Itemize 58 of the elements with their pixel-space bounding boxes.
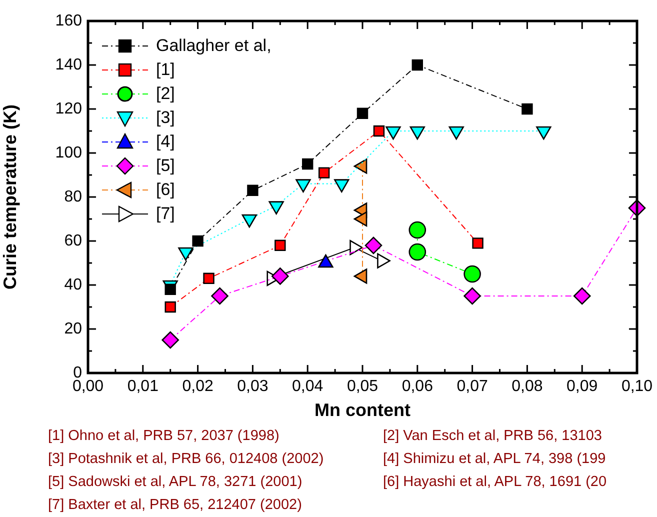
legend-label: [2] [156,84,175,104]
point [412,59,423,71]
legend-label: [6] [156,180,175,200]
x-tick-label: 0,05 [346,378,378,396]
point [272,268,289,285]
point [164,284,176,295]
y-tick-label: 100 [55,144,82,162]
point [211,287,228,305]
point [522,103,533,115]
text: [7] Baxter et al, PRB 65, 212407 (2002) [48,496,303,515]
point [302,158,314,170]
x-tick-label: 0,09 [566,378,598,396]
x-tick-label: 0,08 [512,378,543,396]
text: [1] Ohno et al, PRB 57, 2037 (1998) [48,427,280,446]
y-tick-label: 160 [55,12,82,30]
point [192,235,204,247]
x-tick-label: 0,10 [621,378,653,396]
point [203,272,214,284]
text: [6] Hayashi et al, APL 78, 1691 (20 [383,473,608,492]
point [573,287,591,305]
y-tick-label: 140 [55,56,82,74]
x-tick-label: 0,04 [292,378,324,396]
point [464,265,481,283]
legend-label: [3] [156,108,175,128]
point [472,238,484,249]
point [373,125,385,137]
y-tick-label: 120 [55,100,82,118]
point [164,301,176,313]
y-tick-label: 40 [64,276,82,294]
text: [5] Sadowski et al, APL 78, 3271 (2001) [48,473,304,492]
legend-label: [5] [156,156,175,176]
text: [4] Shimizu et al, APL 74, 398 (199 [383,450,607,469]
point [318,167,330,178]
x-tick-label: 0,07 [456,378,488,396]
x-tick-label: 0,00 [72,378,104,396]
text: [2] Van Esch et al, PRB 56, 13103 [383,427,603,446]
point [247,184,258,196]
y-tick-label: 20 [64,320,82,338]
point [162,331,179,349]
legend-label: Gallagher et al, [156,36,272,56]
point [408,243,426,261]
legend-label: [4] [156,132,175,152]
point [408,221,426,239]
y-tick-label: 60 [64,232,82,250]
x-tick-label: 0,02 [182,378,214,396]
x-tick-label: 0,01 [127,378,159,396]
point [364,236,382,254]
point [274,240,286,251]
x-tick-label: 0,06 [402,378,434,396]
x-axis-title: Mn content [314,400,410,420]
point [464,287,481,305]
x-tick-label: 0,03 [237,378,268,396]
legend-label: [1] [156,60,175,80]
y-axis-title: Curie temperature (K) [0,104,20,290]
point [356,108,368,119]
legend-label: [7] [156,204,175,224]
y-tick-label: 80 [64,188,82,206]
text: [3] Potashnik et al, PRB 66, 012408 (2002) [48,450,325,469]
